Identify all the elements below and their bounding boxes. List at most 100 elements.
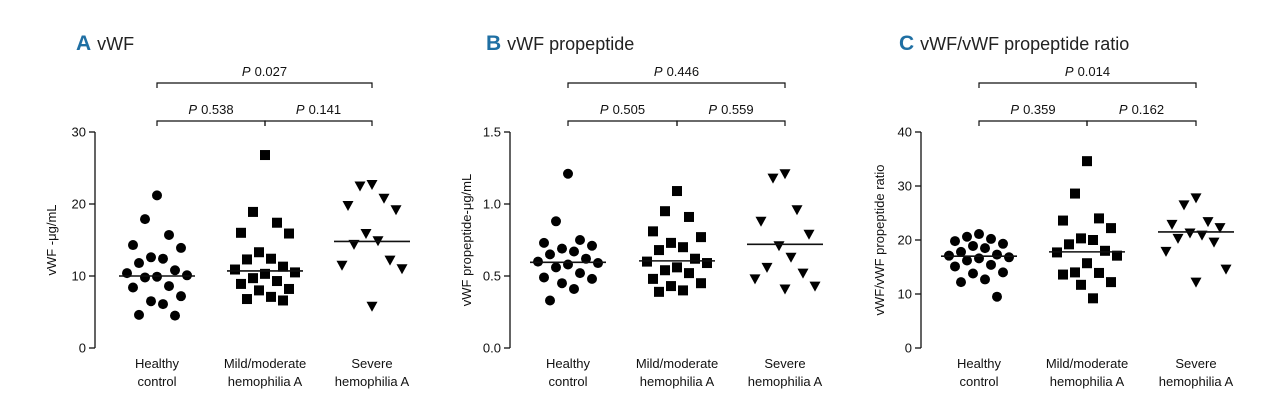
- data-point-square: [696, 278, 706, 289]
- y-tick-label: 0.0: [483, 341, 501, 356]
- data-point-triangle: [360, 229, 372, 240]
- category-label-line1: Mild/moderate: [224, 356, 306, 371]
- data-point-square: [284, 283, 294, 294]
- data-point-square: [260, 150, 270, 161]
- p-symbol: P: [654, 64, 663, 79]
- comparison-bracket: [978, 82, 1197, 88]
- category-label-line1: Healthy: [957, 356, 1002, 371]
- data-point-circle: [974, 253, 984, 264]
- category-label-line2: hemophilia A: [335, 374, 410, 389]
- data-point-triangle: [1220, 264, 1232, 275]
- data-point-circle: [992, 291, 1002, 302]
- data-point-square: [1088, 293, 1098, 304]
- data-point-square: [242, 294, 252, 305]
- category-label-line2: hemophilia A: [1159, 374, 1234, 389]
- data-point-circle: [128, 240, 138, 251]
- data-point-square: [1082, 258, 1092, 269]
- data-point-square: [290, 267, 300, 278]
- data-point-square: [1076, 233, 1086, 244]
- data-point-circle: [539, 272, 549, 283]
- y-tick-label: 0: [79, 341, 86, 356]
- p-value-label: P 0.162: [1119, 102, 1164, 117]
- data-point-square: [236, 227, 246, 238]
- p-symbol: P: [600, 102, 609, 117]
- data-point-circle: [176, 242, 186, 253]
- data-point-triangle: [342, 200, 354, 211]
- data-point-square: [684, 268, 694, 279]
- comparison-bracket: [567, 82, 786, 88]
- y-tick-label: 0: [905, 341, 912, 356]
- data-point-triangle: [1166, 219, 1178, 230]
- data-point-circle: [956, 277, 966, 288]
- data-point-square: [230, 264, 240, 275]
- y-tick-label: 1.5: [483, 125, 501, 140]
- data-point-circle: [950, 236, 960, 247]
- data-point-triangle: [366, 180, 378, 191]
- p-value-label: P 0.359: [1010, 102, 1055, 117]
- p-symbol: P: [188, 102, 197, 117]
- category-label-line1: Mild/moderate: [636, 356, 718, 371]
- category-label-line1: Healthy: [546, 356, 591, 371]
- data-point-triangle: [791, 205, 803, 216]
- data-point-triangle: [749, 274, 761, 285]
- data-point-triangle: [354, 181, 366, 192]
- data-point-circle: [146, 252, 156, 263]
- y-axis-label: vWF propeptide-μg/mL: [459, 174, 474, 306]
- data-point-circle: [587, 240, 597, 251]
- data-point-square: [1076, 279, 1086, 290]
- data-point-triangle: [761, 262, 773, 273]
- y-tick-label: 0.5: [483, 269, 501, 284]
- data-point-triangle: [1184, 228, 1196, 239]
- panel-title-text: vWF propeptide: [507, 34, 634, 54]
- data-point-square: [260, 268, 270, 279]
- data-point-square: [278, 261, 288, 272]
- data-point-square: [654, 286, 664, 297]
- category-label-line2: hemophilia A: [228, 374, 303, 389]
- data-point-square: [1082, 156, 1092, 167]
- p-value: 0.162: [1132, 102, 1165, 117]
- category-label-line2: control: [137, 374, 176, 389]
- data-point-square: [236, 278, 246, 289]
- panel-letter: B: [486, 32, 501, 55]
- data-point-triangle: [1202, 217, 1214, 228]
- data-point-circle: [974, 229, 984, 240]
- data-point-square: [266, 291, 276, 302]
- data-point-circle: [134, 258, 144, 269]
- data-point-square: [254, 285, 264, 296]
- data-point-square: [278, 295, 288, 306]
- data-point-circle: [962, 255, 972, 266]
- category-label-line1: Severe: [1175, 356, 1216, 371]
- data-point-circle: [986, 233, 996, 244]
- p-value-label: P 0.014: [1065, 64, 1110, 79]
- data-point-square: [1064, 239, 1074, 250]
- data-point-triangle: [1160, 246, 1172, 257]
- y-tick-label: 30: [898, 179, 912, 194]
- data-point-triangle: [1214, 223, 1226, 234]
- y-tick-label: 20: [898, 233, 912, 248]
- category-label-line1: Severe: [764, 356, 805, 371]
- data-point-circle: [569, 246, 579, 257]
- data-point-circle: [545, 295, 555, 306]
- data-point-triangle: [779, 284, 791, 295]
- data-point-triangle: [767, 173, 779, 184]
- category-label-line1: Healthy: [135, 356, 180, 371]
- data-point-circle: [968, 240, 978, 251]
- p-value: 0.027: [255, 64, 288, 79]
- data-point-circle: [1004, 252, 1014, 263]
- data-point-circle: [152, 190, 162, 201]
- p-symbol: P: [242, 64, 251, 79]
- data-point-circle: [950, 261, 960, 272]
- data-point-square: [672, 262, 682, 273]
- data-point-square: [1094, 213, 1104, 224]
- data-point-circle: [581, 253, 591, 264]
- data-point-square: [1094, 267, 1104, 278]
- data-point-circle: [140, 214, 150, 225]
- data-point-triangle: [1190, 277, 1202, 288]
- data-point-square: [702, 258, 712, 269]
- data-point-circle: [557, 243, 567, 254]
- data-point-square: [1112, 250, 1122, 261]
- data-point-triangle: [390, 205, 402, 216]
